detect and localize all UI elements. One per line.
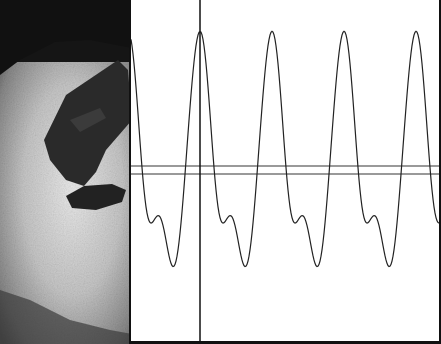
- waveform-trace: [131, 0, 439, 341]
- waveform-line: [131, 30, 439, 268]
- probe-photo-icon: [0, 0, 132, 344]
- probe-photo: [0, 0, 132, 344]
- waveform-plot: [129, 0, 441, 344]
